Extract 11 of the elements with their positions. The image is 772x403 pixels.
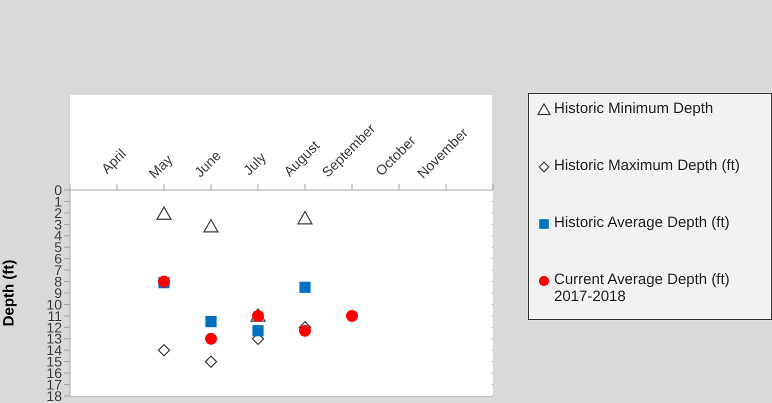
y-tick-label: 16	[46, 365, 62, 382]
y-axis-title: Depth (ft)	[0, 260, 18, 326]
x-tick-label: May	[145, 151, 176, 182]
y-tick-label: 14	[46, 342, 62, 358]
legend-label: Historic Minimum Depth	[554, 100, 714, 117]
legend-label: Historic Maximum Depth (ft)	[554, 157, 741, 174]
y-tick-label: 0	[54, 182, 62, 198]
legend-label: Historic Average Depth (ft)	[554, 214, 731, 231]
x-tick-label: July	[240, 149, 269, 178]
y-tick-label: 6	[54, 250, 62, 267]
legend-label: Current Average Depth (ft) 2017-2018	[554, 271, 731, 305]
